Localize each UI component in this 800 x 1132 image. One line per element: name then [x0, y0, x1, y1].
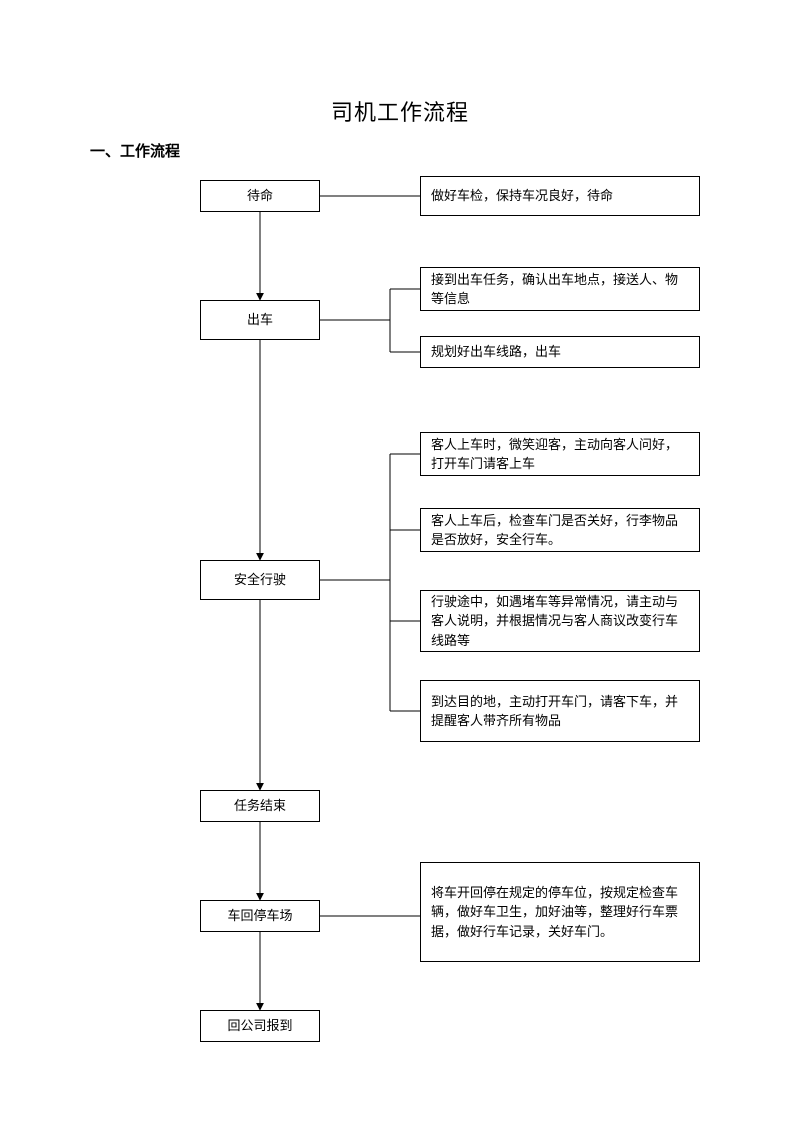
- page: 司机工作流程 一、工作流程 待命 出车 安全行驶 任务结束 车回停车场 回公司报…: [0, 0, 800, 1132]
- detail-standby: 做好车检，保持车况良好，待命: [420, 176, 700, 216]
- node-report-back: 回公司报到: [200, 1010, 320, 1042]
- detail-dispatch-1: 接到出车任务，确认出车地点，接送人、物等信息: [420, 267, 700, 311]
- section-heading: 一、工作流程: [90, 140, 180, 161]
- node-drive-safe: 安全行驶: [200, 560, 320, 600]
- node-task-end: 任务结束: [200, 790, 320, 822]
- detail-drive-1: 客人上车时，微笑迎客，主动向客人问好，打开车门请客上车: [420, 432, 700, 476]
- connectors: [0, 0, 800, 1132]
- page-title: 司机工作流程: [0, 95, 800, 127]
- detail-drive-4: 到达目的地，主动打开车门，请客下车，并提醒客人带齐所有物品: [420, 680, 700, 742]
- detail-return: 将车开回停在规定的停车位，按规定检查车辆，做好车卫生，加好油等，整理好行车票据，…: [420, 862, 700, 962]
- detail-drive-2: 客人上车后，检查车门是否关好，行李物品是否放好，安全行车。: [420, 508, 700, 552]
- node-return-park: 车回停车场: [200, 900, 320, 932]
- node-standby: 待命: [200, 180, 320, 212]
- node-dispatch: 出车: [200, 300, 320, 340]
- detail-drive-3: 行驶途中，如遇堵车等异常情况，请主动与客人说明，并根据情况与客人商议改变行车线路…: [420, 590, 700, 652]
- detail-dispatch-2: 规划好出车线路，出车: [420, 336, 700, 368]
